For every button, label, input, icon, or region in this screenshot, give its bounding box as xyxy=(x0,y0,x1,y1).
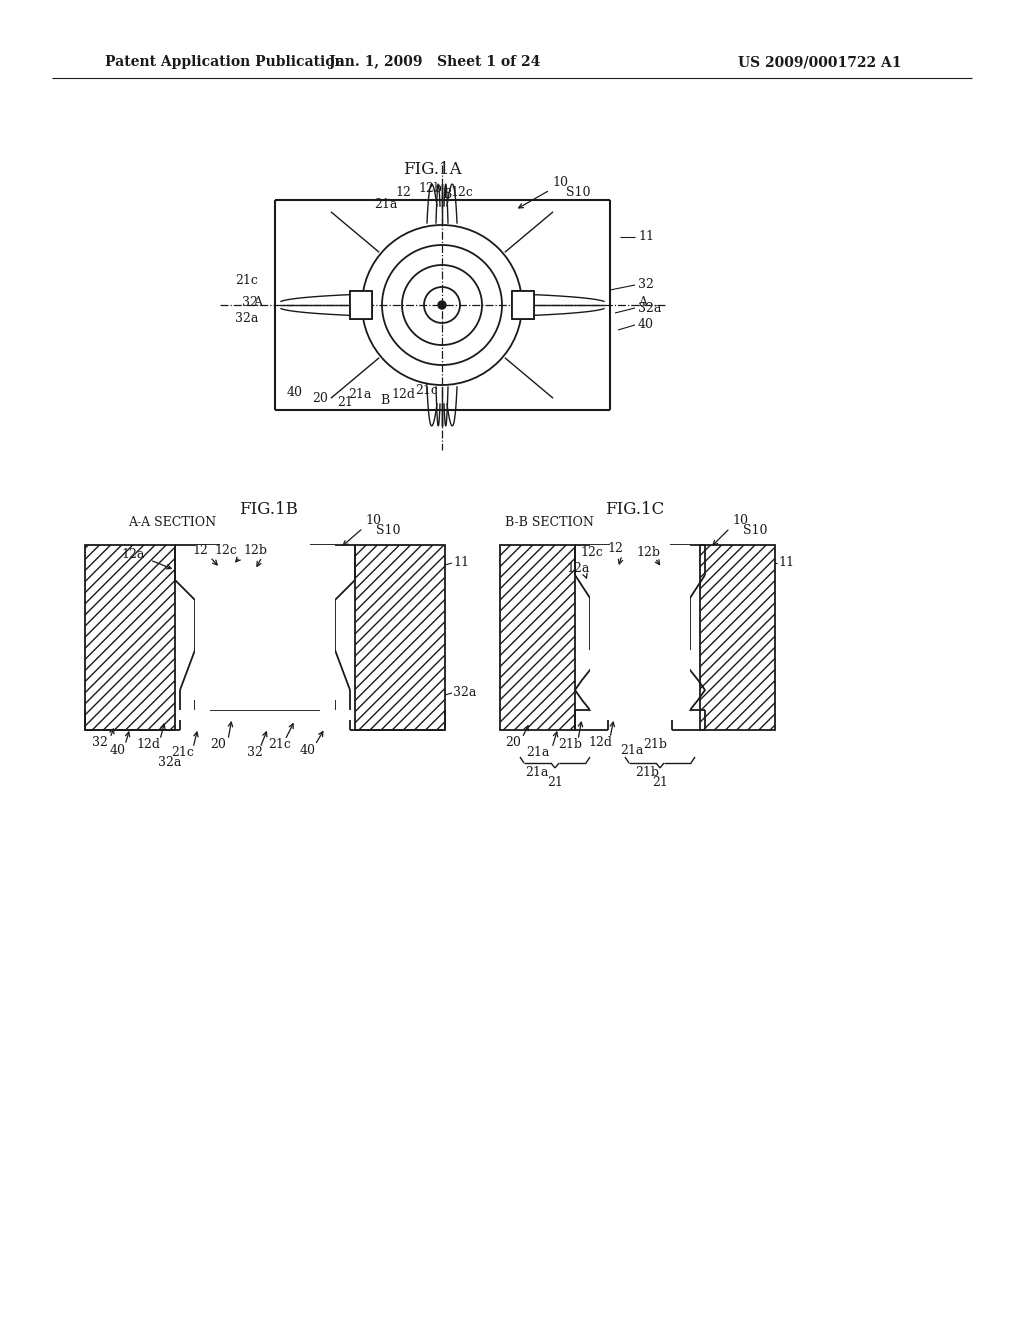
Text: 21a: 21a xyxy=(526,746,550,759)
Text: 21: 21 xyxy=(337,396,353,408)
Text: 12d: 12d xyxy=(136,738,160,751)
Text: US 2009/0001722 A1: US 2009/0001722 A1 xyxy=(738,55,902,69)
Text: A: A xyxy=(638,296,647,309)
Text: 40: 40 xyxy=(300,743,316,756)
Text: 21c: 21c xyxy=(172,746,195,759)
Text: 40: 40 xyxy=(287,387,303,400)
Text: B: B xyxy=(442,189,452,202)
Text: 21c: 21c xyxy=(268,738,292,751)
Text: 32a: 32a xyxy=(638,301,662,314)
Text: 12d: 12d xyxy=(588,735,612,748)
Bar xyxy=(85,545,175,730)
Bar xyxy=(590,545,690,710)
Text: Patent Application Publication: Patent Application Publication xyxy=(105,55,345,69)
Text: 21: 21 xyxy=(547,776,563,789)
Text: 32a: 32a xyxy=(453,686,476,700)
Text: 12: 12 xyxy=(607,541,623,554)
Text: A: A xyxy=(253,296,262,309)
Text: 21b: 21b xyxy=(643,738,667,751)
Text: 20: 20 xyxy=(505,735,521,748)
Text: 11: 11 xyxy=(638,231,654,243)
Text: FIG.1C: FIG.1C xyxy=(605,502,665,519)
Text: 12a: 12a xyxy=(121,549,144,561)
Bar xyxy=(350,290,372,319)
Text: 32a: 32a xyxy=(234,312,258,325)
Text: 21a: 21a xyxy=(621,743,644,756)
Bar xyxy=(195,545,335,710)
Text: 21b: 21b xyxy=(558,738,582,751)
Text: B: B xyxy=(380,393,389,407)
Text: 12c: 12c xyxy=(451,186,473,198)
Text: 20: 20 xyxy=(312,392,328,404)
Text: 12d: 12d xyxy=(391,388,415,401)
Text: 32: 32 xyxy=(92,735,108,748)
Text: S10: S10 xyxy=(376,524,400,536)
Text: 32: 32 xyxy=(242,296,258,309)
Text: 12c: 12c xyxy=(215,544,238,557)
Text: 21b: 21b xyxy=(635,767,659,780)
Bar xyxy=(355,545,445,730)
Text: FIG.1A: FIG.1A xyxy=(402,161,462,178)
Text: 11: 11 xyxy=(778,557,794,569)
Text: 32: 32 xyxy=(247,746,263,759)
Text: 20: 20 xyxy=(210,738,226,751)
Text: Jan. 1, 2009   Sheet 1 of 24: Jan. 1, 2009 Sheet 1 of 24 xyxy=(330,55,541,69)
Bar xyxy=(512,290,534,319)
Text: 40: 40 xyxy=(110,743,126,756)
Text: 32a: 32a xyxy=(159,755,181,768)
Text: 21a: 21a xyxy=(525,767,549,780)
Text: 10: 10 xyxy=(365,513,381,527)
Text: 11: 11 xyxy=(453,557,469,569)
Bar xyxy=(500,545,575,730)
Text: 40: 40 xyxy=(638,318,654,331)
Text: 21a: 21a xyxy=(375,198,397,211)
Text: 12: 12 xyxy=(193,544,208,557)
Text: 32: 32 xyxy=(638,279,654,292)
Text: 21c: 21c xyxy=(416,384,438,396)
Bar xyxy=(210,545,319,710)
Text: S10: S10 xyxy=(565,186,590,199)
Text: B-B SECTION: B-B SECTION xyxy=(505,516,594,529)
Text: 21a: 21a xyxy=(348,388,372,401)
Text: 10: 10 xyxy=(732,513,748,527)
Text: FIG.1B: FIG.1B xyxy=(239,502,297,519)
Text: 12c: 12c xyxy=(581,545,603,558)
Bar xyxy=(608,545,672,713)
Text: 21: 21 xyxy=(652,776,668,789)
Text: 12: 12 xyxy=(395,186,411,198)
Text: A-A SECTION: A-A SECTION xyxy=(128,516,216,529)
Text: 12b: 12b xyxy=(243,544,267,557)
Bar xyxy=(700,545,775,730)
Ellipse shape xyxy=(438,301,446,309)
Text: 12b: 12b xyxy=(636,545,660,558)
Text: 21c: 21c xyxy=(236,273,258,286)
Text: 12b: 12b xyxy=(418,181,442,194)
Text: S10: S10 xyxy=(742,524,767,536)
Text: 10: 10 xyxy=(552,176,568,189)
Text: 12a: 12a xyxy=(566,561,590,574)
